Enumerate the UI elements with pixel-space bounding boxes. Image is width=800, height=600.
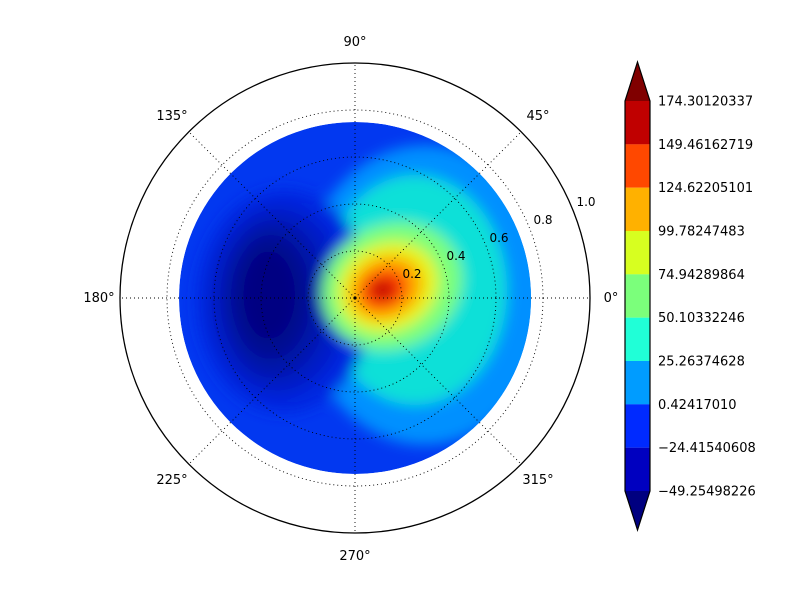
radial-tick-label-08: 0.8 [533, 213, 552, 227]
colorbar-tick-label: 99.78247483 [658, 225, 745, 240]
contour-band-cold [243, 251, 295, 339]
colorbar-tick-label: 124.62205101 [658, 181, 753, 196]
colorbar-tick-label: 0.42417010 [658, 398, 737, 413]
colorbar-tick-label: 50.10332246 [658, 311, 745, 326]
angle-tick-label-135: 135° [156, 109, 187, 124]
radial-tick-labels: 0.2 0.4 0.6 0.8 1.0 [402, 195, 595, 281]
radial-tick-label-06: 0.6 [489, 231, 508, 245]
colorbar-tick-label: −24.41540608 [658, 441, 756, 456]
angle-tick-label-180: 180° [83, 291, 114, 306]
polar-axis-outline [119, 62, 591, 534]
colorbar-outline [624, 60, 651, 532]
colorbar-tick-labels: 174.30120337 149.46162719 124.62205101 9… [658, 95, 756, 500]
polar-grid [120, 63, 590, 533]
colorbar-tick-label: 25.26374628 [658, 355, 745, 370]
colorbar-tick-label: 174.30120337 [658, 95, 753, 110]
colorbar-tick-label: 74.94289864 [658, 268, 745, 283]
angle-tick-label-315: 315° [522, 473, 553, 488]
angle-tick-label-45: 45° [526, 109, 549, 124]
colorbar-segment [625, 144, 650, 188]
colorbar-segment [625, 447, 650, 491]
radial-tick-label-02: 0.2 [402, 267, 421, 281]
colorbar-segment [625, 187, 650, 232]
colorbar-segment [625, 361, 650, 405]
colorbar-segment [625, 404, 650, 448]
colorbar-segment [625, 231, 650, 275]
contour-band-hot [375, 284, 389, 296]
colorbar-segment [625, 317, 650, 362]
colorbar: 174.30120337 149.46162719 124.62205101 9… [624, 60, 756, 532]
grid-circle-r04 [260, 203, 450, 393]
radial-tick-label-10: 1.0 [576, 195, 595, 209]
colorbar-segment [625, 274, 650, 318]
colorbar-tick-label: −49.25498226 [658, 485, 756, 500]
angle-tick-label-225: 225° [156, 473, 187, 488]
colorbar-extend-under-arrow [625, 491, 650, 530]
radial-tick-label-04: 0.4 [446, 249, 465, 263]
angular-tick-labels: 0° 45° 90° 135° 180° 225° 270° 315° [83, 35, 618, 564]
colorbar-extend-over-arrow [625, 62, 650, 101]
origin-dot [353, 296, 357, 300]
angle-tick-label-270: 270° [339, 549, 370, 564]
angle-tick-label-90: 90° [343, 35, 366, 50]
colorbar-segment [625, 101, 650, 145]
colorbar-tick-label: 149.46162719 [658, 138, 753, 153]
angle-tick-label-0: 0° [604, 291, 619, 306]
grid-circle-r02 [307, 250, 403, 346]
